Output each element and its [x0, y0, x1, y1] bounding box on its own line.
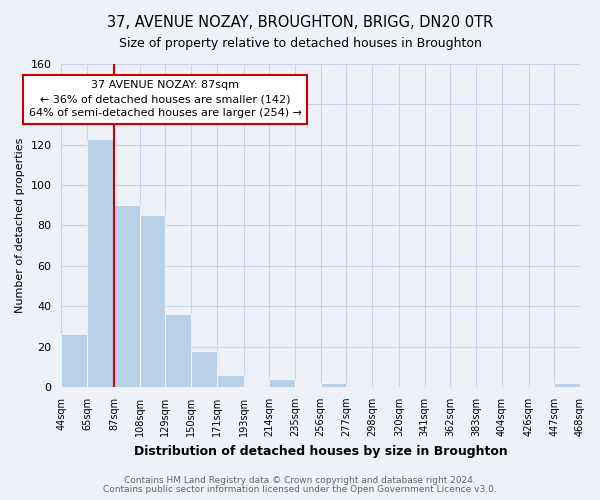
Text: Contains HM Land Registry data © Crown copyright and database right 2024.: Contains HM Land Registry data © Crown c… — [124, 476, 476, 485]
Bar — [87, 138, 114, 387]
Text: Contains public sector information licensed under the Open Government Licence v3: Contains public sector information licen… — [103, 485, 497, 494]
Bar — [166, 314, 191, 387]
Text: 37 AVENUE NOZAY: 87sqm
← 36% of detached houses are smaller (142)
64% of semi-de: 37 AVENUE NOZAY: 87sqm ← 36% of detached… — [29, 80, 302, 118]
Bar — [321, 383, 346, 387]
Text: 37, AVENUE NOZAY, BROUGHTON, BRIGG, DN20 0TR: 37, AVENUE NOZAY, BROUGHTON, BRIGG, DN20… — [107, 15, 493, 30]
X-axis label: Distribution of detached houses by size in Broughton: Distribution of detached houses by size … — [134, 444, 508, 458]
Bar — [140, 216, 166, 387]
Bar — [554, 383, 580, 387]
Bar — [269, 379, 295, 387]
Bar — [114, 206, 140, 387]
Bar — [217, 375, 244, 387]
Bar — [61, 334, 87, 387]
Text: Size of property relative to detached houses in Broughton: Size of property relative to detached ho… — [119, 38, 481, 51]
Bar — [191, 350, 217, 387]
Y-axis label: Number of detached properties: Number of detached properties — [15, 138, 25, 313]
